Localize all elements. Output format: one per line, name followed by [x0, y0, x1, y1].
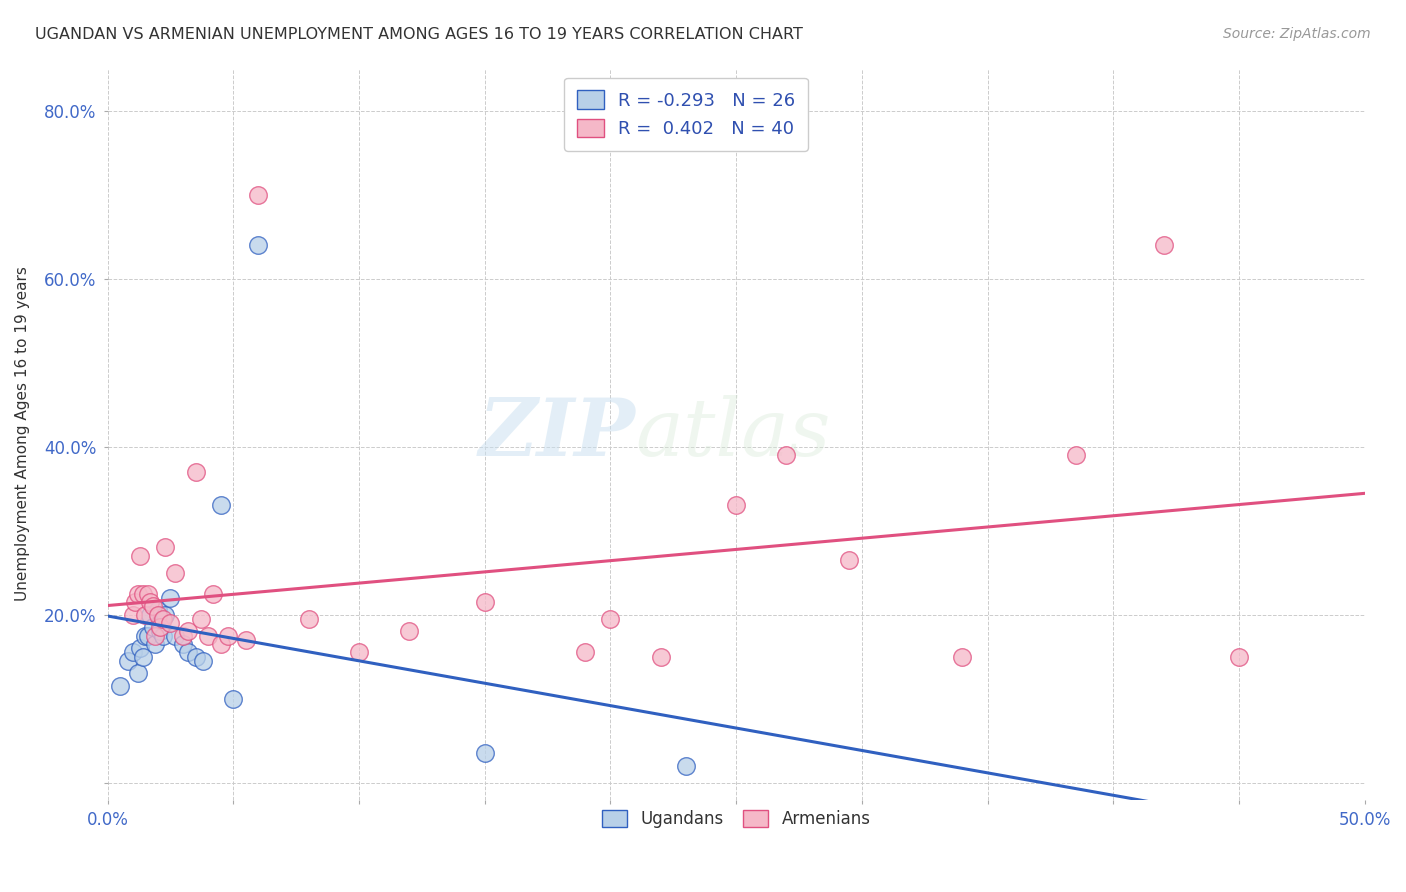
Point [398, 624, 420, 639]
Text: atlas: atlas [636, 395, 831, 473]
Point [775, 448, 797, 462]
Text: UGANDAN VS ARMENIAN UNEMPLOYMENT AMONG AGES 16 TO 19 YEARS CORRELATION CHART: UGANDAN VS ARMENIAN UNEMPLOYMENT AMONG A… [35, 27, 803, 42]
Point [159, 616, 181, 631]
Point [184, 465, 207, 479]
Point [149, 620, 172, 634]
Point [136, 587, 159, 601]
Point [143, 637, 166, 651]
Point [235, 632, 257, 647]
Point [127, 666, 149, 681]
Point [838, 553, 860, 567]
Point [202, 587, 225, 601]
Point [165, 566, 187, 580]
Point [474, 747, 496, 761]
Point [121, 607, 143, 622]
Point [165, 629, 187, 643]
Point [121, 645, 143, 659]
Point [139, 607, 162, 622]
Y-axis label: Unemployment Among Ages 16 to 19 years: Unemployment Among Ages 16 to 19 years [15, 267, 30, 601]
Point [574, 645, 596, 659]
Point [177, 624, 200, 639]
Point [142, 620, 165, 634]
Text: ZIP: ZIP [478, 395, 636, 473]
Point [136, 629, 159, 643]
Point [209, 637, 232, 651]
Point [152, 612, 174, 626]
Point [1227, 649, 1250, 664]
Point [134, 607, 156, 622]
Point [217, 629, 239, 643]
Point [675, 759, 697, 773]
Point [131, 649, 153, 664]
Point [155, 607, 177, 622]
Point [599, 612, 621, 626]
Point [146, 607, 169, 622]
Point [143, 629, 166, 643]
Point [129, 549, 152, 563]
Point [127, 587, 149, 601]
Point [247, 187, 270, 202]
Point [222, 691, 245, 706]
Point [139, 595, 162, 609]
Point [1153, 238, 1175, 252]
Point [108, 679, 131, 693]
Point [159, 591, 181, 605]
Point [131, 587, 153, 601]
Legend: Ugandans, Armenians: Ugandans, Armenians [595, 804, 877, 835]
Point [134, 629, 156, 643]
Point [129, 641, 152, 656]
Point [184, 649, 207, 664]
Point [142, 599, 165, 614]
Point [952, 649, 974, 664]
Point [149, 624, 172, 639]
Point [146, 603, 169, 617]
Point [1064, 448, 1087, 462]
Point [152, 629, 174, 643]
Text: Source: ZipAtlas.com: Source: ZipAtlas.com [1223, 27, 1371, 41]
Point [155, 541, 177, 555]
Point [172, 629, 194, 643]
Point [725, 499, 748, 513]
Point [190, 612, 212, 626]
Point [177, 645, 200, 659]
Point [474, 595, 496, 609]
Point [124, 595, 146, 609]
Point [117, 654, 139, 668]
Point [247, 238, 270, 252]
Point [172, 637, 194, 651]
Point [650, 649, 672, 664]
Point [197, 629, 219, 643]
Point [209, 499, 232, 513]
Point [347, 645, 370, 659]
Point [191, 654, 214, 668]
Point [298, 612, 321, 626]
